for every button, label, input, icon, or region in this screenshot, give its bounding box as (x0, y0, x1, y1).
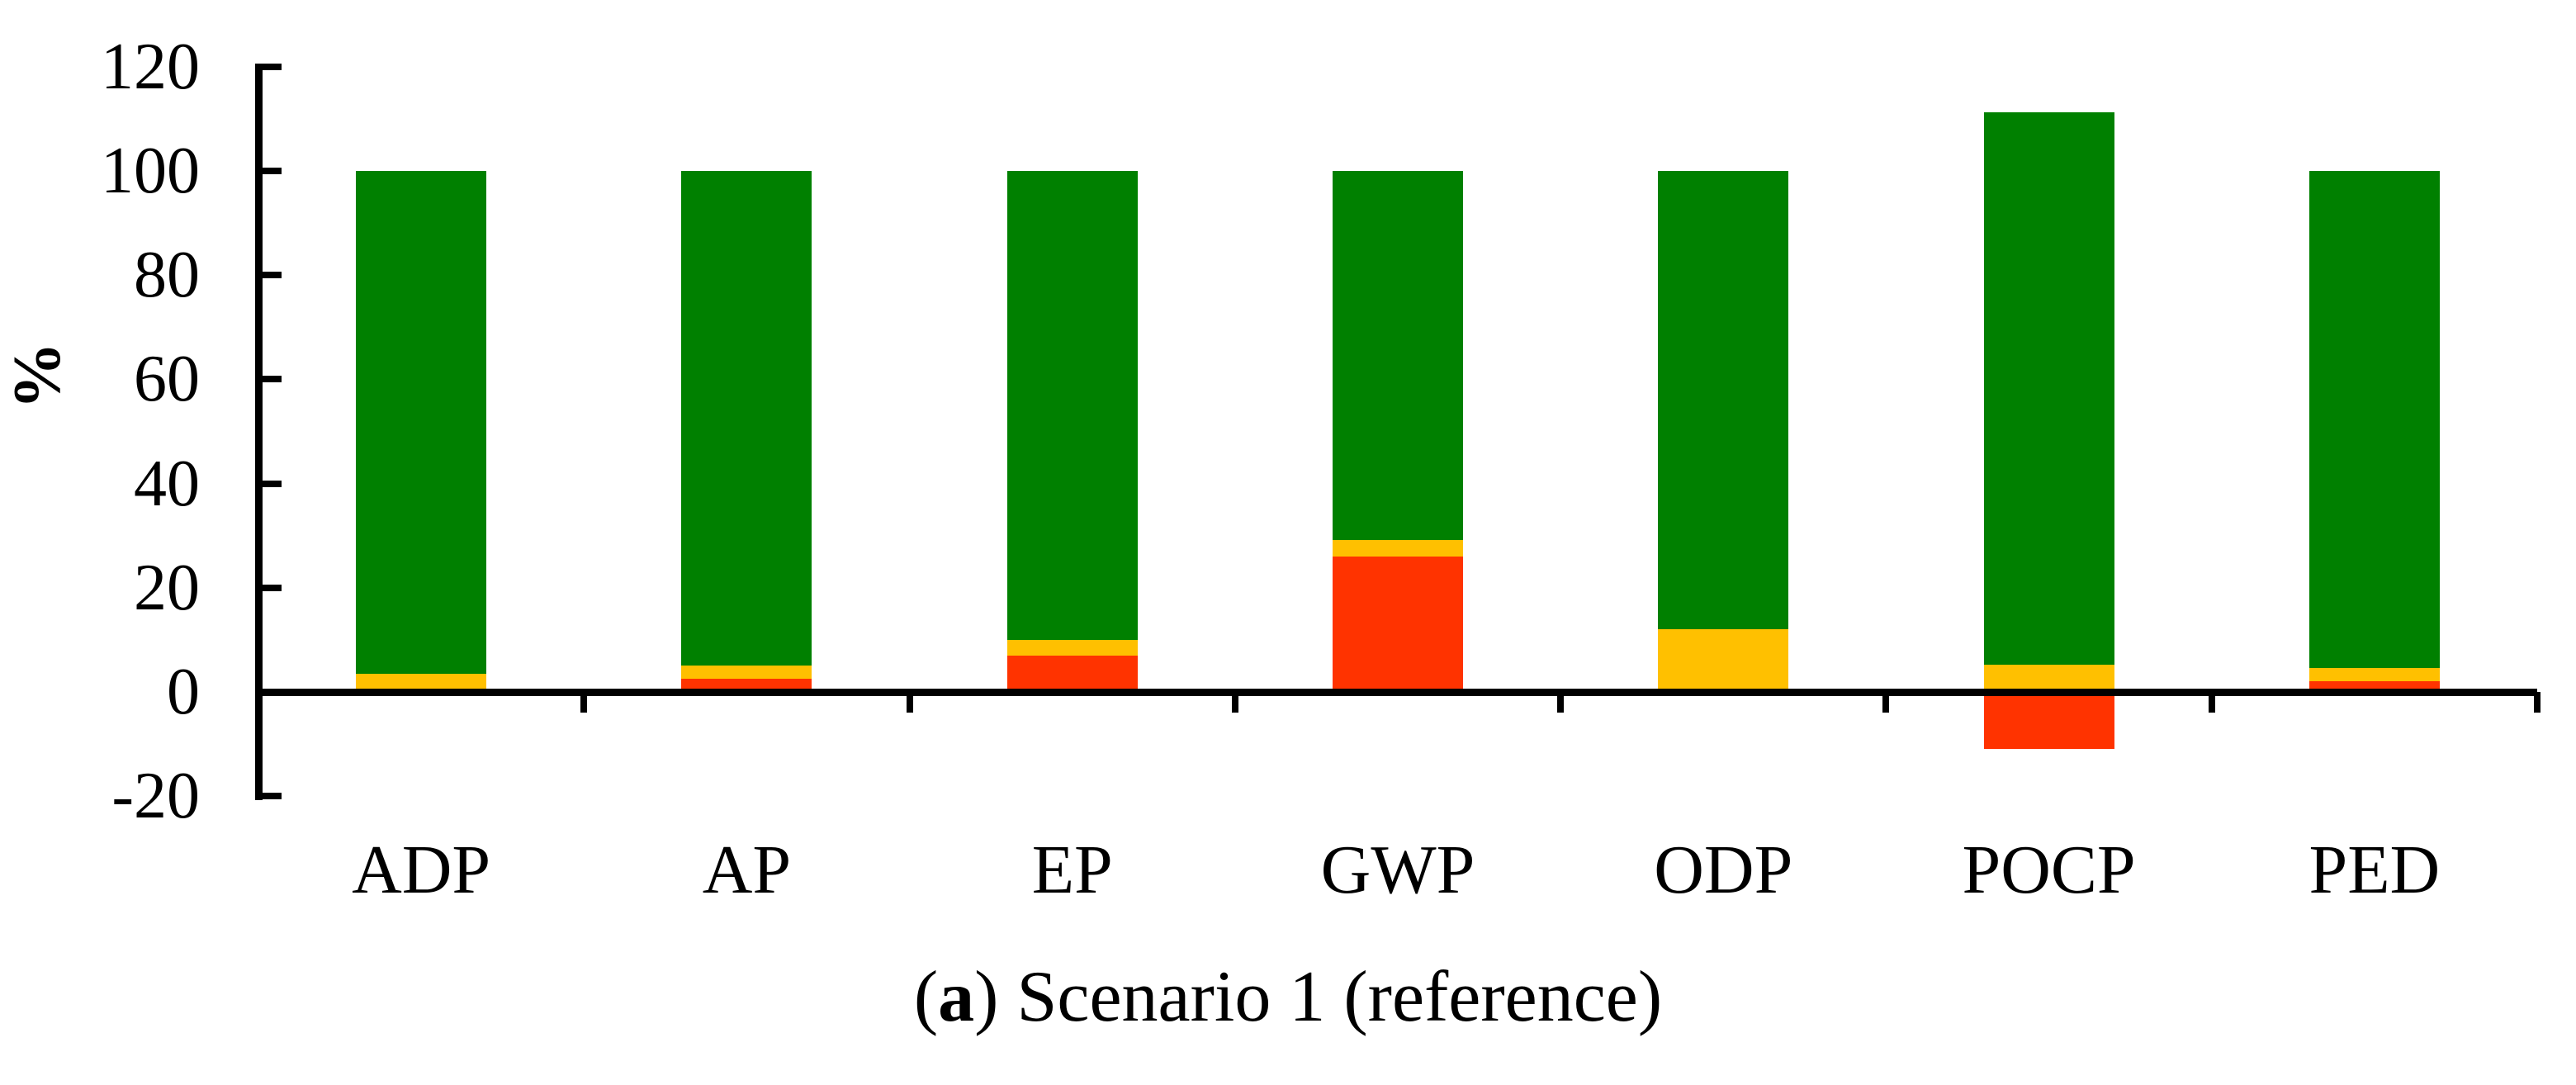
caption-label-letter: a (938, 957, 975, 1037)
y-axis-tick (262, 63, 282, 70)
bar-ODP-segment-yellow (1658, 629, 1789, 692)
bar-PED-segment-yellow (2308, 667, 2440, 682)
bar-AP-segment-yellow (681, 665, 812, 680)
y-axis-tick-label: 100 (101, 135, 200, 207)
bar-EP-segment-green (1006, 171, 1138, 640)
bar-ODP-segment-green (1658, 171, 1789, 630)
x-axis-tick (2208, 692, 2215, 713)
bar-EP-segment-yellow (1006, 639, 1138, 656)
y-axis-tick-label: 20 (134, 551, 200, 624)
caption-open-paren: ( (913, 957, 939, 1037)
x-axis-tick (2534, 692, 2540, 713)
y-axis-line (255, 63, 263, 801)
y-axis-tick (262, 793, 282, 800)
x-axis-label-AP: AP (702, 832, 792, 908)
bar-POCP-segment-yellow (1983, 665, 2114, 692)
y-axis-tick-label: 80 (134, 239, 200, 312)
x-axis-tick (580, 692, 588, 713)
x-axis-tick (1882, 692, 1890, 713)
x-axis-label-PED: PED (2308, 832, 2441, 908)
y-axis-tick-label: 60 (134, 343, 200, 416)
x-axis-line (258, 689, 2537, 696)
bar-GWP-segment-green (1333, 171, 1463, 540)
y-axis-tick (262, 168, 282, 174)
y-axis-tick (262, 584, 282, 591)
x-axis-label-ADP: ADP (352, 832, 491, 908)
bar-POCP-segment-red (1983, 692, 2114, 750)
x-axis-tick (906, 692, 913, 713)
y-axis-tick (262, 272, 282, 279)
y-axis-tick (262, 376, 282, 383)
bar-AP-segment-green (681, 171, 812, 666)
x-axis-tick (1231, 692, 1238, 713)
bar-ADP-segment-yellow (356, 673, 487, 692)
y-axis-tick-label: -20 (111, 760, 200, 833)
y-axis-tick-label: 120 (101, 30, 200, 103)
bar-GWP-segment-red (1333, 556, 1463, 692)
caption-text: ) Scenario 1 (reference) (974, 957, 1663, 1037)
y-axis-tick (262, 480, 282, 487)
y-axis-tick-label: 40 (134, 447, 200, 520)
figure-caption: (a) Scenario 1 (reference) (0, 957, 2576, 1038)
x-axis-label-GWP: GWP (1320, 832, 1475, 908)
x-axis-tick (255, 692, 262, 713)
bar-EP-segment-red (1006, 655, 1138, 692)
x-axis-label-EP: EP (1031, 832, 1113, 908)
x-axis-label-POCP: POCP (1962, 832, 2136, 908)
y-axis-tick-label: 0 (167, 656, 200, 728)
bar-POCP-segment-green (1983, 111, 2114, 666)
x-axis-tick (1557, 692, 1565, 713)
bar-ADP-segment-green (356, 171, 487, 674)
x-axis-label-ODP: ODP (1654, 832, 1793, 908)
bar-PED-segment-green (2308, 171, 2440, 668)
bar-GWP-segment-yellow (1333, 539, 1463, 557)
